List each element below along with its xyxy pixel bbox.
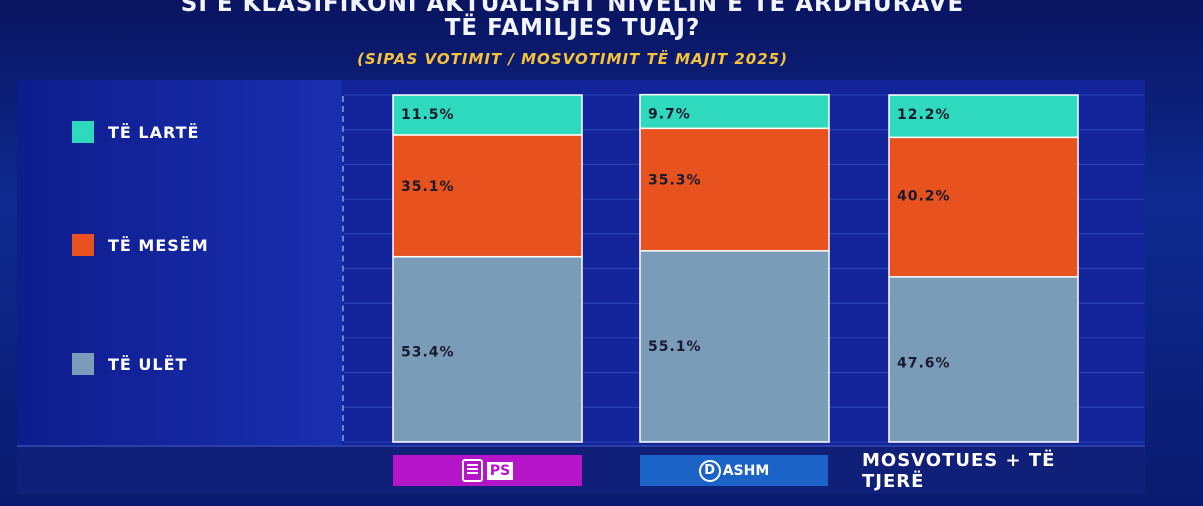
bar-segment <box>392 255 583 443</box>
legend-swatch-high <box>72 121 94 143</box>
pd-logo-text: ASHM <box>722 462 770 479</box>
chart-subtitle: (SIPAS VOTIMIT / MOSVOTIMIT TË MAJIT 202… <box>357 50 788 68</box>
legend-item-medium: TË MESËM <box>72 233 209 257</box>
bar-segment <box>888 276 1079 443</box>
legend-swatch-medium <box>72 234 94 256</box>
legend-label-high: TË LARTË <box>108 122 200 142</box>
data-label: 35.3% <box>648 173 702 189</box>
legend-item-low: TË ULËT <box>72 352 187 376</box>
category-label-other: MOSVOTUES + TË TJERË <box>862 449 1056 492</box>
chart-title-line-1: SI E KLASIFIKONI AKTUALISHT NIVELIN E TË… <box>180 0 965 17</box>
category-label-ps: PS <box>393 455 582 486</box>
data-label: 9.7% <box>648 107 691 123</box>
bar-segment <box>639 127 830 252</box>
bar-segment <box>392 94 583 136</box>
ps-logo-text: PS <box>486 461 514 480</box>
bar-segment <box>639 93 830 130</box>
legend-divider <box>342 96 344 441</box>
legend-label-low: TË ULËT <box>108 354 188 374</box>
pd-logo-icon: D <box>698 459 721 482</box>
chart-title-line-2: TË FAMILJES TUAJ? <box>444 15 701 41</box>
bar-segment <box>888 94 1079 139</box>
legend-swatch-low <box>72 353 94 375</box>
data-label: 35.1% <box>401 179 455 195</box>
ps-hand-icon <box>461 459 483 482</box>
ps-logo: PS <box>461 459 514 482</box>
data-label: 47.6% <box>897 356 951 372</box>
data-label: 12.2% <box>897 107 951 123</box>
data-label: 11.5% <box>401 107 455 123</box>
legend-label-medium: TË MESËM <box>108 235 209 255</box>
bar-segment <box>888 136 1079 278</box>
legend-panel <box>17 80 342 445</box>
legend-item-high: TË LARTË <box>72 120 199 144</box>
stacked-bar-plot: 53.4% 35.1% 11.5% 55.1% 35.3% 9.7% 47.6% 40.2% 1… <box>344 93 1144 443</box>
data-label: 53.4% <box>401 345 455 361</box>
category-label-pd: D ASHM <box>640 455 828 486</box>
bar-segment <box>392 134 583 258</box>
bar-segment <box>639 250 830 443</box>
data-label: 55.1% <box>648 339 702 355</box>
data-label: 40.2% <box>897 188 951 204</box>
